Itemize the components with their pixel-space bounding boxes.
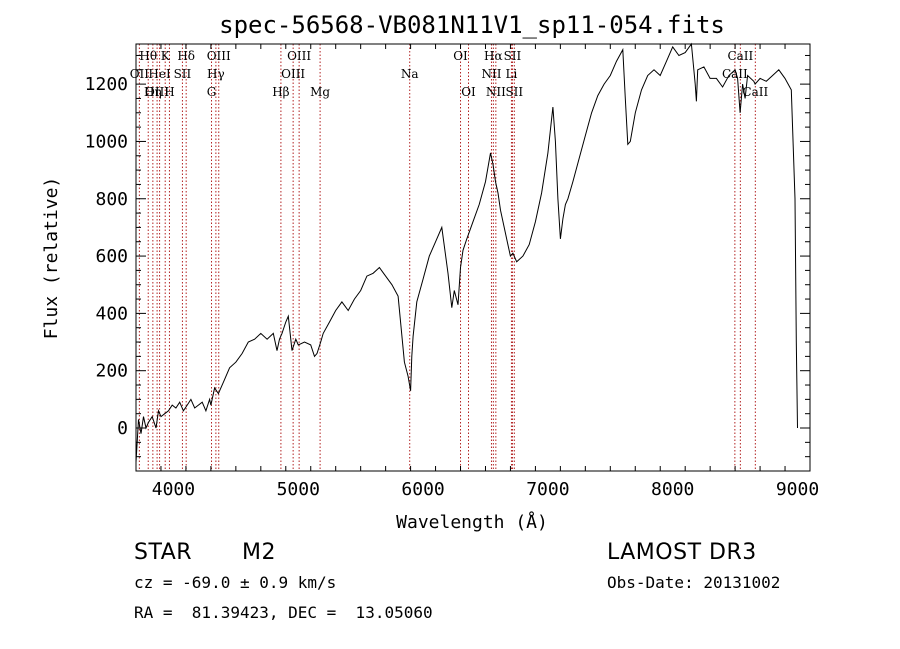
x-tick-label: 7000 bbox=[526, 479, 569, 500]
x-tick-label: 8000 bbox=[651, 479, 694, 500]
y-tick-label: 0 bbox=[117, 418, 128, 439]
line-label: Hθ bbox=[139, 49, 157, 63]
line-label: SII bbox=[505, 85, 523, 99]
line-label: OI bbox=[461, 85, 476, 99]
line-label: Na bbox=[401, 67, 419, 81]
line-label: OI bbox=[453, 49, 468, 63]
x-axis-ticks: 4000 5000 6000 7000 8000 9000 bbox=[135, 44, 819, 500]
plot-frame bbox=[135, 43, 811, 472]
object-subclass: M2 bbox=[242, 540, 276, 565]
x-axis-label: Wavelength (Å) bbox=[396, 511, 548, 533]
line-label: OIII bbox=[207, 49, 231, 63]
y-axis-ticks: 0 200 400 600 800 1000 1200 bbox=[85, 54, 810, 458]
y-tick-label: 1200 bbox=[85, 74, 128, 95]
object-type: STAR bbox=[134, 540, 193, 565]
line-label: K bbox=[161, 49, 171, 63]
line-label: NII bbox=[486, 85, 506, 99]
y-axis-label: Flux (relative) bbox=[41, 177, 62, 340]
line-label: Hγ bbox=[207, 67, 225, 81]
line-label: OIII bbox=[287, 49, 311, 63]
redshift-value: cz = -69.0 ± 0.9 km/s bbox=[134, 573, 337, 592]
line-label: NII bbox=[481, 67, 501, 81]
emission-line-markers bbox=[138, 44, 756, 471]
line-label: OII bbox=[130, 67, 150, 81]
sky-coordinates: RA = 81.39423, DEC = 13.05060 bbox=[134, 603, 433, 622]
line-label: Li bbox=[506, 67, 518, 81]
line-label: Hβ bbox=[272, 85, 289, 99]
line-label: HeI bbox=[148, 67, 171, 81]
line-label: OIII bbox=[281, 67, 305, 81]
survey-name: LAMOST DR3 bbox=[607, 540, 757, 565]
chart-title: spec-56568-VB081N11V1_sp11-054.fits bbox=[219, 11, 725, 39]
y-tick-label: 200 bbox=[95, 361, 128, 382]
line-label: G bbox=[207, 85, 217, 99]
line-label: CaII bbox=[722, 67, 748, 81]
line-label: CaII bbox=[742, 85, 768, 99]
y-tick-label: 600 bbox=[95, 246, 128, 267]
spectrum-series-line bbox=[135, 42, 798, 463]
x-tick-label: 4000 bbox=[152, 479, 195, 500]
y-tick-label: 1000 bbox=[85, 131, 128, 152]
y-tick-label: 400 bbox=[95, 303, 128, 324]
x-tick-label: 5000 bbox=[277, 479, 320, 500]
line-label: SII bbox=[504, 49, 522, 63]
line-label: Mg bbox=[310, 85, 330, 99]
line-label: Hη bbox=[144, 85, 162, 99]
line-label: Hα bbox=[484, 49, 503, 63]
observation-date: Obs-Date: 20131002 bbox=[607, 573, 781, 592]
line-label: OIII bbox=[145, 85, 169, 99]
line-label: SII bbox=[174, 67, 192, 81]
line-label: Hδ bbox=[177, 49, 195, 63]
y-tick-label: 800 bbox=[95, 189, 128, 210]
x-tick-label: 9000 bbox=[776, 479, 819, 500]
line-label: CaII bbox=[727, 49, 753, 63]
line-label: H bbox=[164, 85, 174, 99]
x-tick-label: 6000 bbox=[401, 479, 444, 500]
spectrum-chart: spec-56568-VB081N11V1_sp11-054.fits Hθ OI… bbox=[41, 11, 819, 533]
